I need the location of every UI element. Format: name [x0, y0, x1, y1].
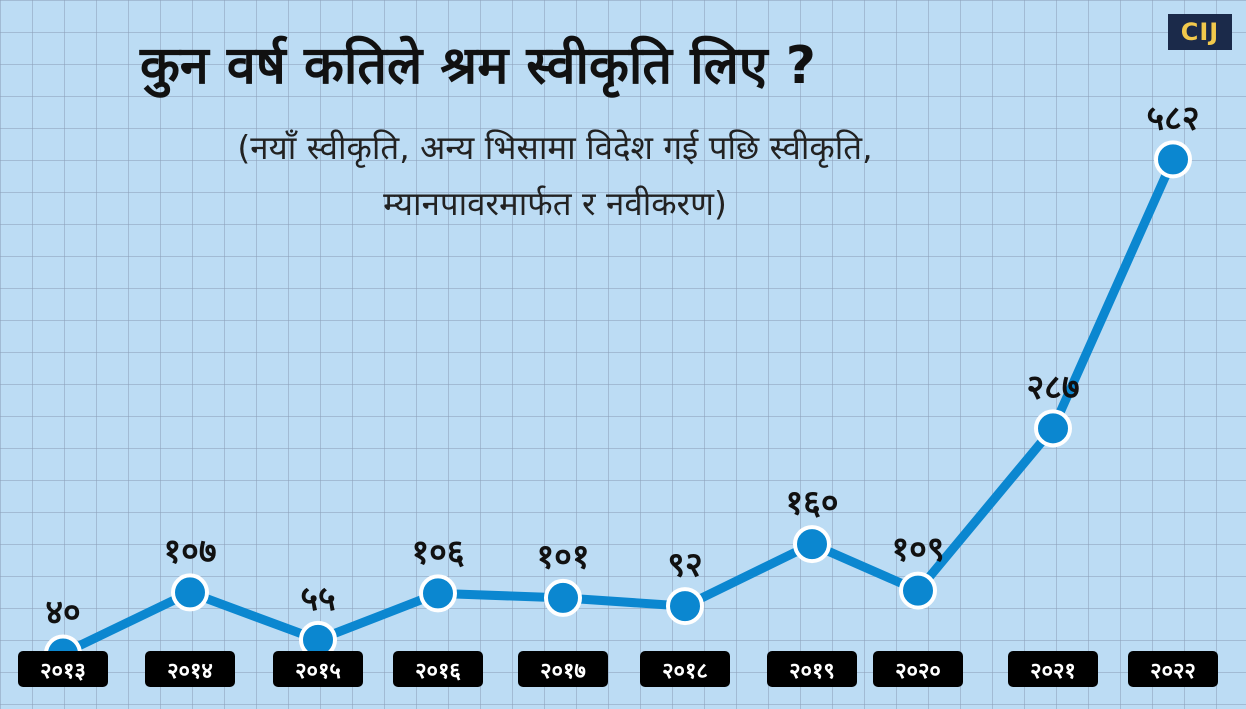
x-tick-label: २०२२: [1150, 659, 1196, 684]
x-tick-label: २०१८: [662, 659, 708, 684]
x-tick-label-bg: [1128, 651, 1218, 687]
data-label: १०७: [163, 531, 216, 571]
series-line: [58, 154, 1178, 659]
x-tick-label: २०२०: [895, 659, 941, 684]
x-tick-label-bg: [1008, 651, 1098, 687]
data-point: [666, 587, 704, 626]
cij-logo: CIJ: [1168, 14, 1232, 50]
subtitle-line-1: (नयाँ स्वीकृति, अन्य भिसामा विदेश गई पछि…: [237, 128, 873, 167]
x-tick-label-bg: [18, 651, 108, 687]
chart-subtitle: (नयाँ स्वीकृति, अन्य भिसामा विदेश गई पछि…: [0, 120, 1110, 232]
x-tick-label-bg: [640, 651, 730, 687]
x-tick-label: २०१४: [167, 659, 213, 684]
x-tick-label-bg: [393, 651, 483, 687]
x-tick-label: २०१९: [789, 659, 835, 684]
data-label: १०९: [891, 530, 944, 570]
x-tick-label: २०२१: [1030, 659, 1076, 684]
data-label: ५५: [300, 579, 335, 619]
data-point: [793, 525, 831, 564]
x-tick-label: २०१३: [40, 659, 86, 684]
data-label: २८७: [1026, 367, 1079, 407]
data-label: १०६: [411, 532, 464, 572]
x-tick-label-bg: [145, 651, 235, 687]
data-label: १६०: [785, 483, 838, 523]
x-tick-label: २०१५: [295, 659, 341, 684]
data-label: ४०: [45, 593, 80, 633]
data-point: [171, 573, 209, 612]
x-tick-label: २०१६: [415, 659, 461, 684]
x-tick-label-bg: [518, 651, 608, 687]
data-point: [899, 571, 937, 610]
data-label: ९२: [667, 545, 702, 585]
data-point: [544, 578, 582, 617]
chart-title: कुन वर्ष कतिले श्रम स्वीकृति लिए ?: [140, 36, 816, 96]
x-tick-label-bg: [767, 651, 857, 687]
x-tick-label: २०१७: [540, 659, 586, 684]
x-tick-label-bg: [873, 651, 963, 687]
subtitle-line-2: म्यानपावरमार्फत र नवीकरण): [383, 184, 727, 223]
data-point: [1034, 409, 1072, 448]
data-label: ५८२: [1146, 98, 1199, 138]
data-label: १०१: [536, 537, 589, 577]
x-tick-label-bg: [273, 651, 363, 687]
data-point: [1154, 140, 1192, 179]
data-point: [419, 574, 457, 613]
